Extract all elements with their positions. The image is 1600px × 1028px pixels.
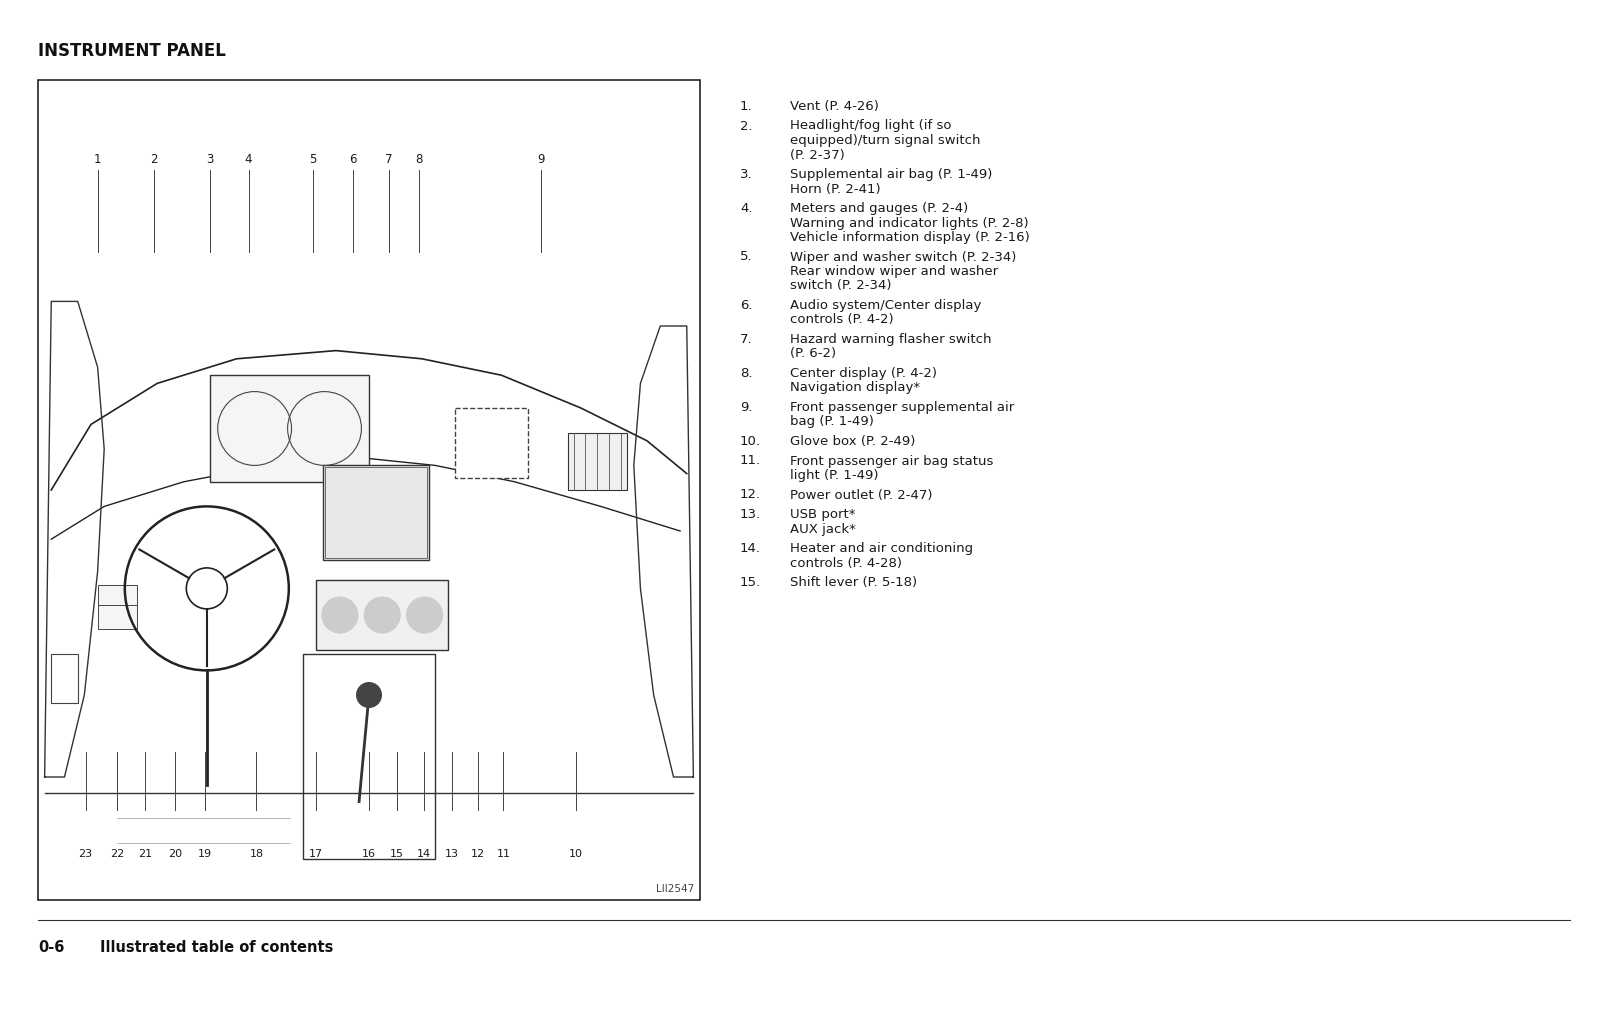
Text: 21: 21	[138, 849, 152, 858]
Text: 10: 10	[568, 849, 582, 858]
Text: 9.: 9.	[739, 401, 752, 414]
Circle shape	[322, 597, 358, 633]
Bar	[454, 408, 528, 478]
Text: Heater and air conditioning: Heater and air conditioning	[790, 542, 973, 555]
Text: Horn (P. 2-41): Horn (P. 2-41)	[790, 183, 880, 195]
Text: 8.: 8.	[739, 367, 752, 380]
Text: Warning and indicator lights (P. 2-8): Warning and indicator lights (P. 2-8)	[790, 217, 1029, 229]
Text: Navigation display*: Navigation display*	[790, 381, 920, 395]
Text: 11.: 11.	[739, 454, 762, 468]
Text: 16: 16	[362, 849, 376, 858]
Text: 4.: 4.	[739, 201, 752, 215]
Text: controls (P. 4-2): controls (P. 4-2)	[790, 314, 894, 327]
Text: Hazard warning flasher switch: Hazard warning flasher switch	[790, 333, 992, 346]
Text: INSTRUMENT PANEL: INSTRUMENT PANEL	[38, 42, 226, 60]
Text: Headlight/fog light (if so: Headlight/fog light (if so	[790, 119, 952, 133]
Circle shape	[365, 597, 400, 633]
Text: 13.: 13.	[739, 508, 762, 521]
Text: 12.: 12.	[739, 488, 762, 502]
Bar	[568, 433, 627, 490]
Text: 2.: 2.	[739, 119, 752, 133]
Text: 18: 18	[250, 849, 264, 858]
Text: 9: 9	[538, 153, 546, 167]
Text: Vehicle information display (P. 2-16): Vehicle information display (P. 2-16)	[790, 231, 1030, 244]
Text: Front passenger supplemental air: Front passenger supplemental air	[790, 401, 1014, 414]
Text: 6: 6	[349, 153, 357, 167]
Text: controls (P. 4-28): controls (P. 4-28)	[790, 556, 902, 570]
Text: 12: 12	[470, 849, 485, 858]
Text: 19: 19	[198, 849, 211, 858]
Text: USB port*: USB port*	[790, 508, 856, 521]
Text: 1.: 1.	[739, 100, 752, 113]
Bar	[98, 585, 138, 610]
Text: Audio system/Center display: Audio system/Center display	[790, 299, 981, 313]
Circle shape	[357, 683, 381, 707]
Text: Illustrated table of contents: Illustrated table of contents	[99, 940, 333, 955]
Text: light (P. 1-49): light (P. 1-49)	[790, 469, 878, 482]
Text: 2: 2	[150, 153, 157, 167]
Bar	[38, 80, 701, 900]
Text: Meters and gauges (P. 2-4): Meters and gauges (P. 2-4)	[790, 201, 968, 215]
Text: 7: 7	[386, 153, 392, 167]
Text: AUX jack*: AUX jack*	[790, 522, 856, 536]
Text: (P. 6-2): (P. 6-2)	[790, 347, 837, 361]
Text: 5.: 5.	[739, 251, 752, 263]
Bar	[302, 654, 435, 859]
Text: 14.: 14.	[739, 542, 762, 555]
Text: 22: 22	[110, 849, 125, 858]
Text: bag (P. 1-49): bag (P. 1-49)	[790, 415, 874, 429]
Text: 11: 11	[496, 849, 510, 858]
Text: 10.: 10.	[739, 435, 762, 448]
Text: Vent (P. 4-26): Vent (P. 4-26)	[790, 100, 878, 113]
Text: 6.: 6.	[739, 299, 752, 313]
Text: 5: 5	[309, 153, 317, 167]
Text: 14: 14	[418, 849, 430, 858]
Text: (P. 2-37): (P. 2-37)	[790, 148, 845, 161]
Bar	[51, 654, 78, 703]
Text: 4: 4	[245, 153, 253, 167]
Bar	[325, 468, 427, 558]
Text: equipped)/turn signal switch: equipped)/turn signal switch	[790, 134, 981, 147]
Text: 0-6: 0-6	[38, 940, 64, 955]
Text: 3.: 3.	[739, 168, 752, 181]
Circle shape	[406, 597, 443, 633]
Text: Center display (P. 4-2): Center display (P. 4-2)	[790, 367, 938, 380]
Bar	[98, 604, 138, 629]
Text: Glove box (P. 2-49): Glove box (P. 2-49)	[790, 435, 915, 448]
Text: 15.: 15.	[739, 576, 762, 589]
Text: 23: 23	[78, 849, 93, 858]
Text: Wiper and washer switch (P. 2-34): Wiper and washer switch (P. 2-34)	[790, 251, 1016, 263]
Bar	[323, 466, 429, 559]
Text: LII2547: LII2547	[656, 884, 694, 894]
Text: Power outlet (P. 2-47): Power outlet (P. 2-47)	[790, 488, 933, 502]
Text: 13: 13	[445, 849, 459, 858]
Text: 7.: 7.	[739, 333, 752, 346]
Text: 20: 20	[168, 849, 182, 858]
Text: Front passenger air bag status: Front passenger air bag status	[790, 454, 994, 468]
Bar	[317, 580, 448, 650]
Text: 3: 3	[206, 153, 214, 167]
Text: Supplemental air bag (P. 1-49): Supplemental air bag (P. 1-49)	[790, 168, 992, 181]
Bar	[210, 375, 370, 482]
Text: 17: 17	[309, 849, 323, 858]
Text: switch (P. 2-34): switch (P. 2-34)	[790, 280, 891, 293]
Text: Shift lever (P. 5-18): Shift lever (P. 5-18)	[790, 576, 917, 589]
Text: 15: 15	[390, 849, 403, 858]
Text: 1: 1	[94, 153, 101, 167]
Text: 8: 8	[414, 153, 422, 167]
Text: Rear window wiper and washer: Rear window wiper and washer	[790, 265, 998, 278]
